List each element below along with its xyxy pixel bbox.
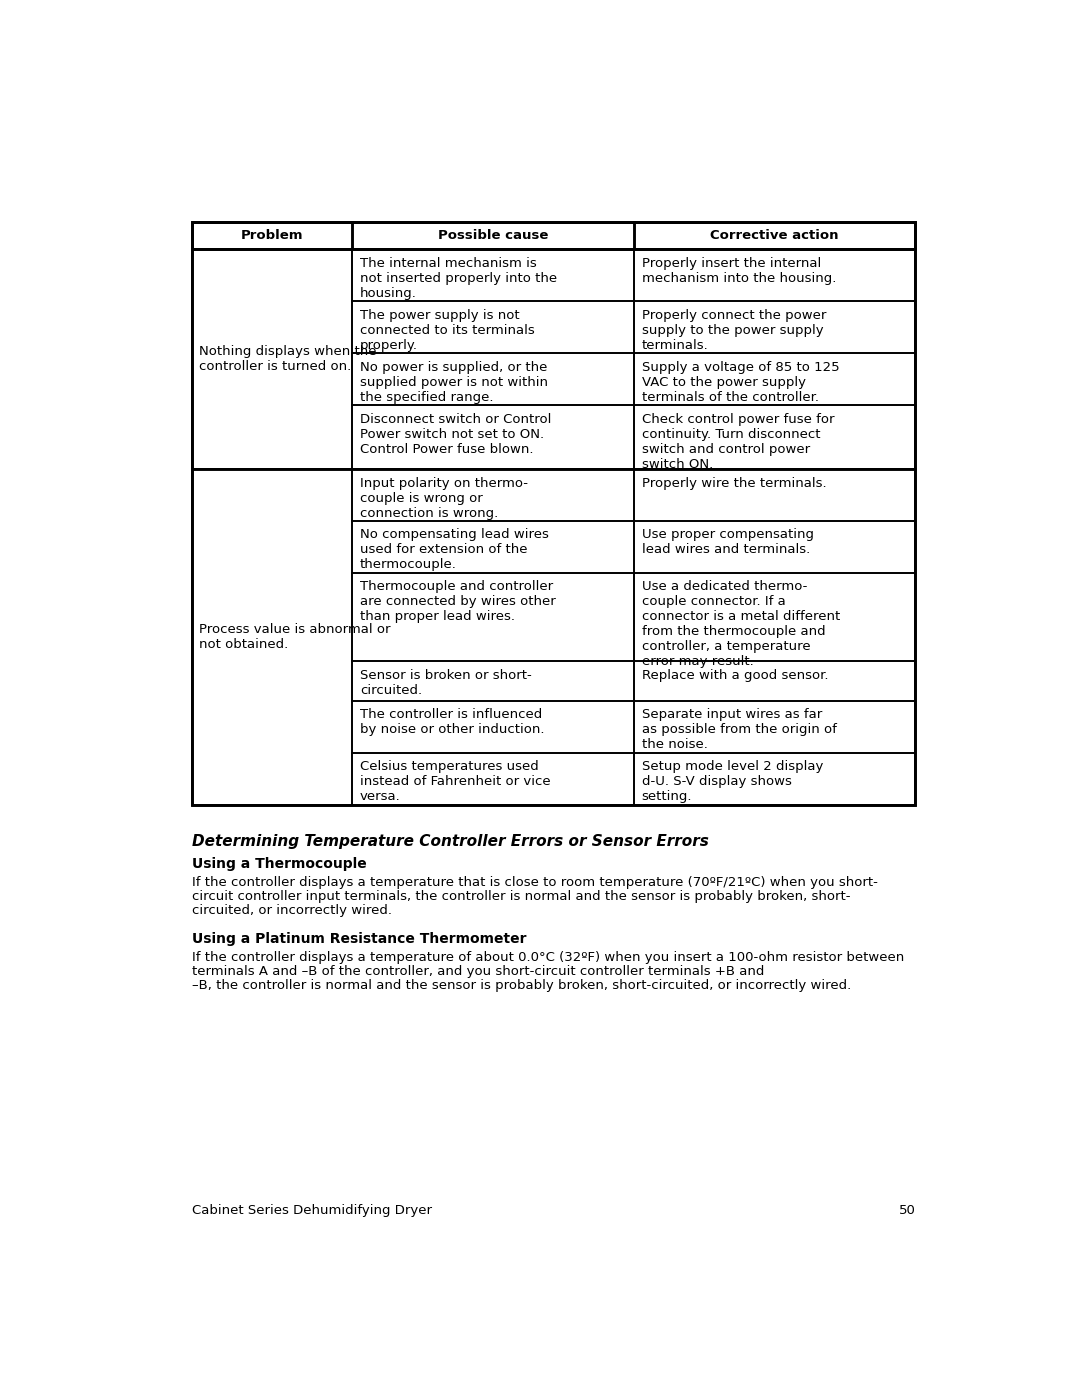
Text: 50: 50	[899, 1204, 916, 1218]
Text: Sensor is broken or short-
circuited.: Sensor is broken or short- circuited.	[360, 669, 531, 697]
Text: Replace with a good sensor.: Replace with a good sensor.	[642, 669, 828, 682]
Text: Use a dedicated thermo-
couple connector. If a
connector is a metal different
fr: Use a dedicated thermo- couple connector…	[642, 580, 840, 668]
Text: Setup mode level 2 display
d-U. S-V display shows
setting.: Setup mode level 2 display d-U. S-V disp…	[642, 760, 823, 803]
Text: Using a Thermocouple: Using a Thermocouple	[191, 856, 366, 870]
Bar	[191, 249, 352, 469]
Bar	[634, 249, 916, 300]
Text: –B, the controller is normal and the sensor is probably broken, short-circuited,: –B, the controller is normal and the sen…	[191, 979, 851, 992]
Text: Separate input wires as far
as possible from the origin of
the noise.: Separate input wires as far as possible …	[642, 708, 837, 752]
Bar	[191, 222, 916, 249]
Bar	[191, 222, 916, 805]
Text: Input polarity on thermo-
couple is wrong or
connection is wrong.: Input polarity on thermo- couple is wron…	[360, 476, 528, 520]
Text: Using a Platinum Resistance Thermometer: Using a Platinum Resistance Thermometer	[191, 932, 526, 946]
Text: Possible cause: Possible cause	[437, 229, 549, 242]
Text: Check control power fuse for
continuity. Turn disconnect
switch and control powe: Check control power fuse for continuity.…	[642, 412, 834, 471]
Text: circuit controller input terminals, the controller is normal and the sensor is p: circuit controller input terminals, the …	[191, 890, 850, 904]
Bar	[352, 573, 634, 661]
Bar	[352, 701, 634, 753]
Text: The power supply is not
connected to its terminals
properly.: The power supply is not connected to its…	[360, 309, 535, 352]
Text: If the controller displays a temperature that is close to room temperature (70ºF: If the controller displays a temperature…	[191, 876, 877, 890]
Bar	[191, 222, 352, 249]
Text: Thermocouple and controller
are connected by wires other
than proper lead wires.: Thermocouple and controller are connecte…	[360, 580, 556, 623]
Text: Disconnect switch or Control
Power switch not set to ON.
Control Power fuse blow: Disconnect switch or Control Power switc…	[360, 412, 552, 455]
Text: Nothing displays when the
controller is turned on.: Nothing displays when the controller is …	[200, 345, 377, 373]
Bar	[634, 405, 916, 469]
Bar	[634, 661, 916, 701]
Text: Process value is abnormal or
not obtained.: Process value is abnormal or not obtaine…	[200, 623, 391, 651]
Bar	[352, 249, 634, 300]
Text: Properly insert the internal
mechanism into the housing.: Properly insert the internal mechanism i…	[642, 257, 836, 285]
Bar	[634, 521, 916, 573]
Bar	[634, 573, 916, 661]
Text: terminals A and –B of the controller, and you short-circuit controller terminals: terminals A and –B of the controller, an…	[191, 965, 764, 978]
Text: Problem: Problem	[241, 229, 303, 242]
Text: No power is supplied, or the
supplied power is not within
the specified range.: No power is supplied, or the supplied po…	[360, 360, 548, 404]
Text: Supply a voltage of 85 to 125
VAC to the power supply
terminals of the controlle: Supply a voltage of 85 to 125 VAC to the…	[642, 360, 839, 404]
Bar	[352, 521, 634, 573]
Text: Celsius temperatures used
instead of Fahrenheit or vice
versa.: Celsius temperatures used instead of Fah…	[360, 760, 551, 803]
Text: Cabinet Series Dehumidifying Dryer: Cabinet Series Dehumidifying Dryer	[191, 1204, 432, 1218]
Bar	[634, 353, 916, 405]
Bar	[191, 469, 352, 805]
Text: No compensating lead wires
used for extension of the
thermocouple.: No compensating lead wires used for exte…	[360, 528, 549, 571]
Bar	[352, 353, 634, 405]
Bar	[634, 222, 916, 249]
Text: The controller is influenced
by noise or other induction.: The controller is influenced by noise or…	[360, 708, 544, 736]
Bar	[352, 222, 634, 249]
Text: The internal mechanism is
not inserted properly into the
housing.: The internal mechanism is not inserted p…	[360, 257, 557, 300]
Bar	[352, 753, 634, 805]
Bar	[191, 469, 916, 805]
Text: Properly connect the power
supply to the power supply
terminals.: Properly connect the power supply to the…	[642, 309, 826, 352]
Text: Corrective action: Corrective action	[711, 229, 839, 242]
Text: circuited, or incorrectly wired.: circuited, or incorrectly wired.	[191, 904, 392, 918]
Bar	[191, 249, 916, 469]
Bar	[352, 469, 634, 521]
Bar	[634, 701, 916, 753]
Bar	[352, 661, 634, 701]
Bar	[352, 405, 634, 469]
Text: Properly wire the terminals.: Properly wire the terminals.	[642, 476, 826, 489]
Text: Use proper compensating
lead wires and terminals.: Use proper compensating lead wires and t…	[642, 528, 813, 556]
Bar	[634, 300, 916, 353]
Text: If the controller displays a temperature of about 0.0°C (32ºF) when you insert a: If the controller displays a temperature…	[191, 951, 904, 964]
Bar	[634, 469, 916, 521]
Bar	[634, 753, 916, 805]
Bar	[352, 300, 634, 353]
Text: Determining Temperature Controller Errors or Sensor Errors: Determining Temperature Controller Error…	[191, 834, 708, 849]
